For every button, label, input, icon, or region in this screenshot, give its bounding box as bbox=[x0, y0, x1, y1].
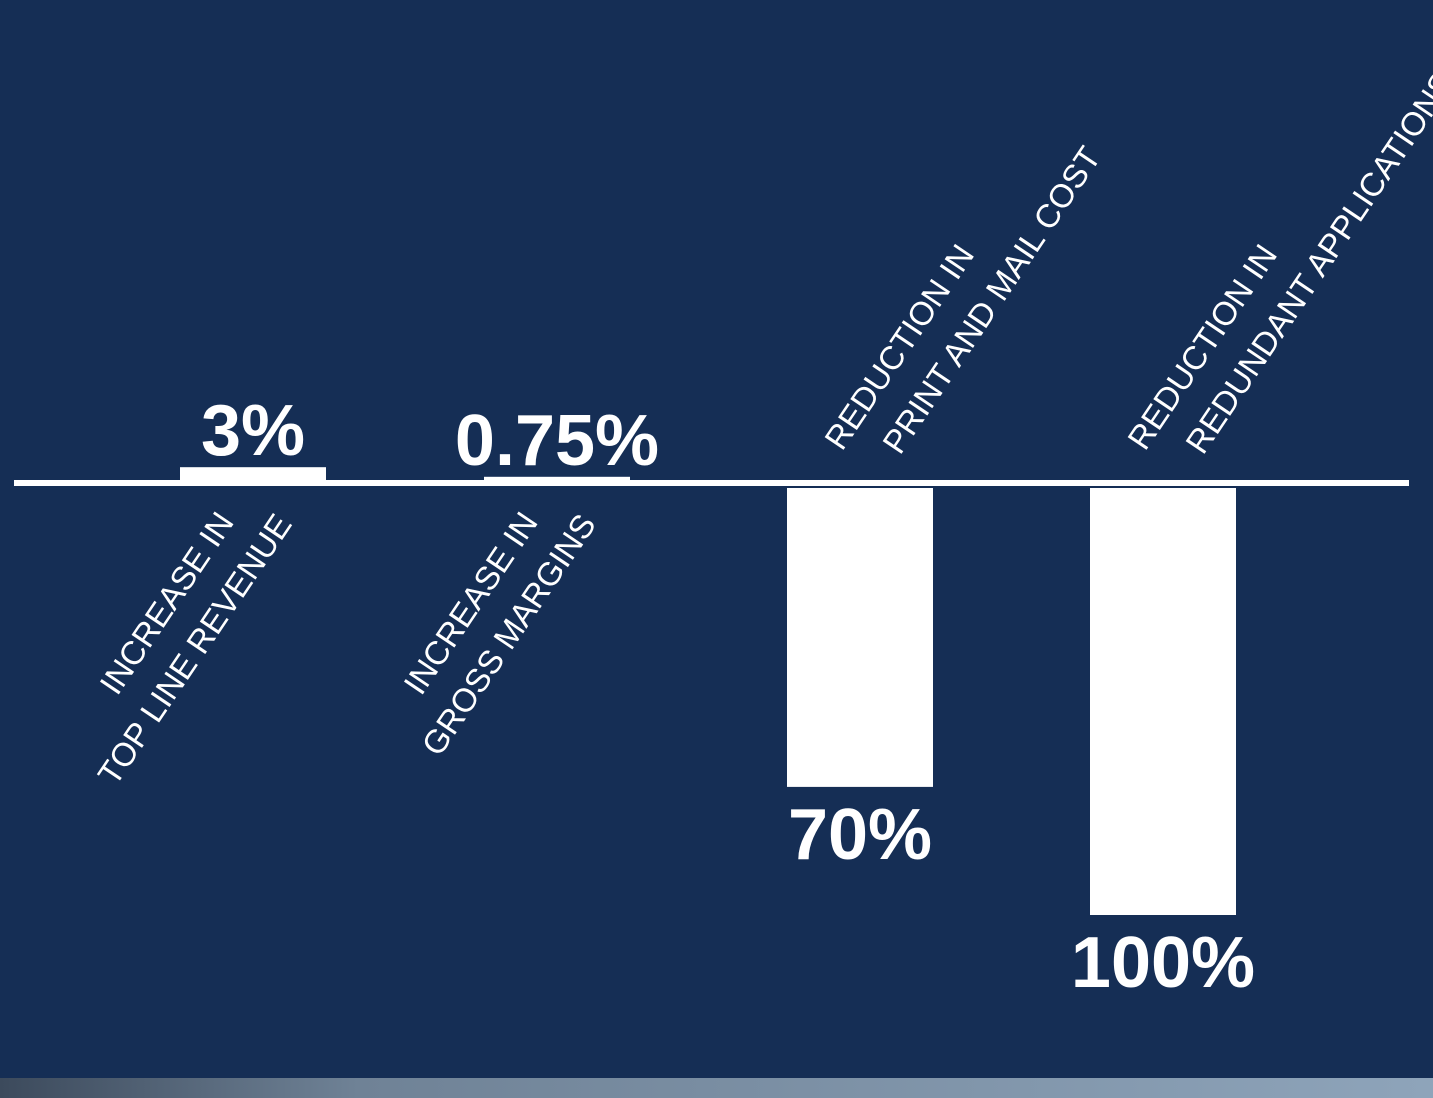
value-label: 70% bbox=[788, 795, 932, 875]
value-label: 0.75% bbox=[455, 401, 659, 481]
bar bbox=[787, 488, 933, 787]
baseline bbox=[14, 480, 1409, 486]
background-photo-strip bbox=[0, 1078, 1433, 1098]
value-label: 100% bbox=[1071, 923, 1255, 1003]
bar bbox=[1090, 488, 1236, 915]
bar bbox=[484, 476, 630, 480]
bar bbox=[180, 467, 326, 480]
value-label: 3% bbox=[201, 391, 305, 471]
